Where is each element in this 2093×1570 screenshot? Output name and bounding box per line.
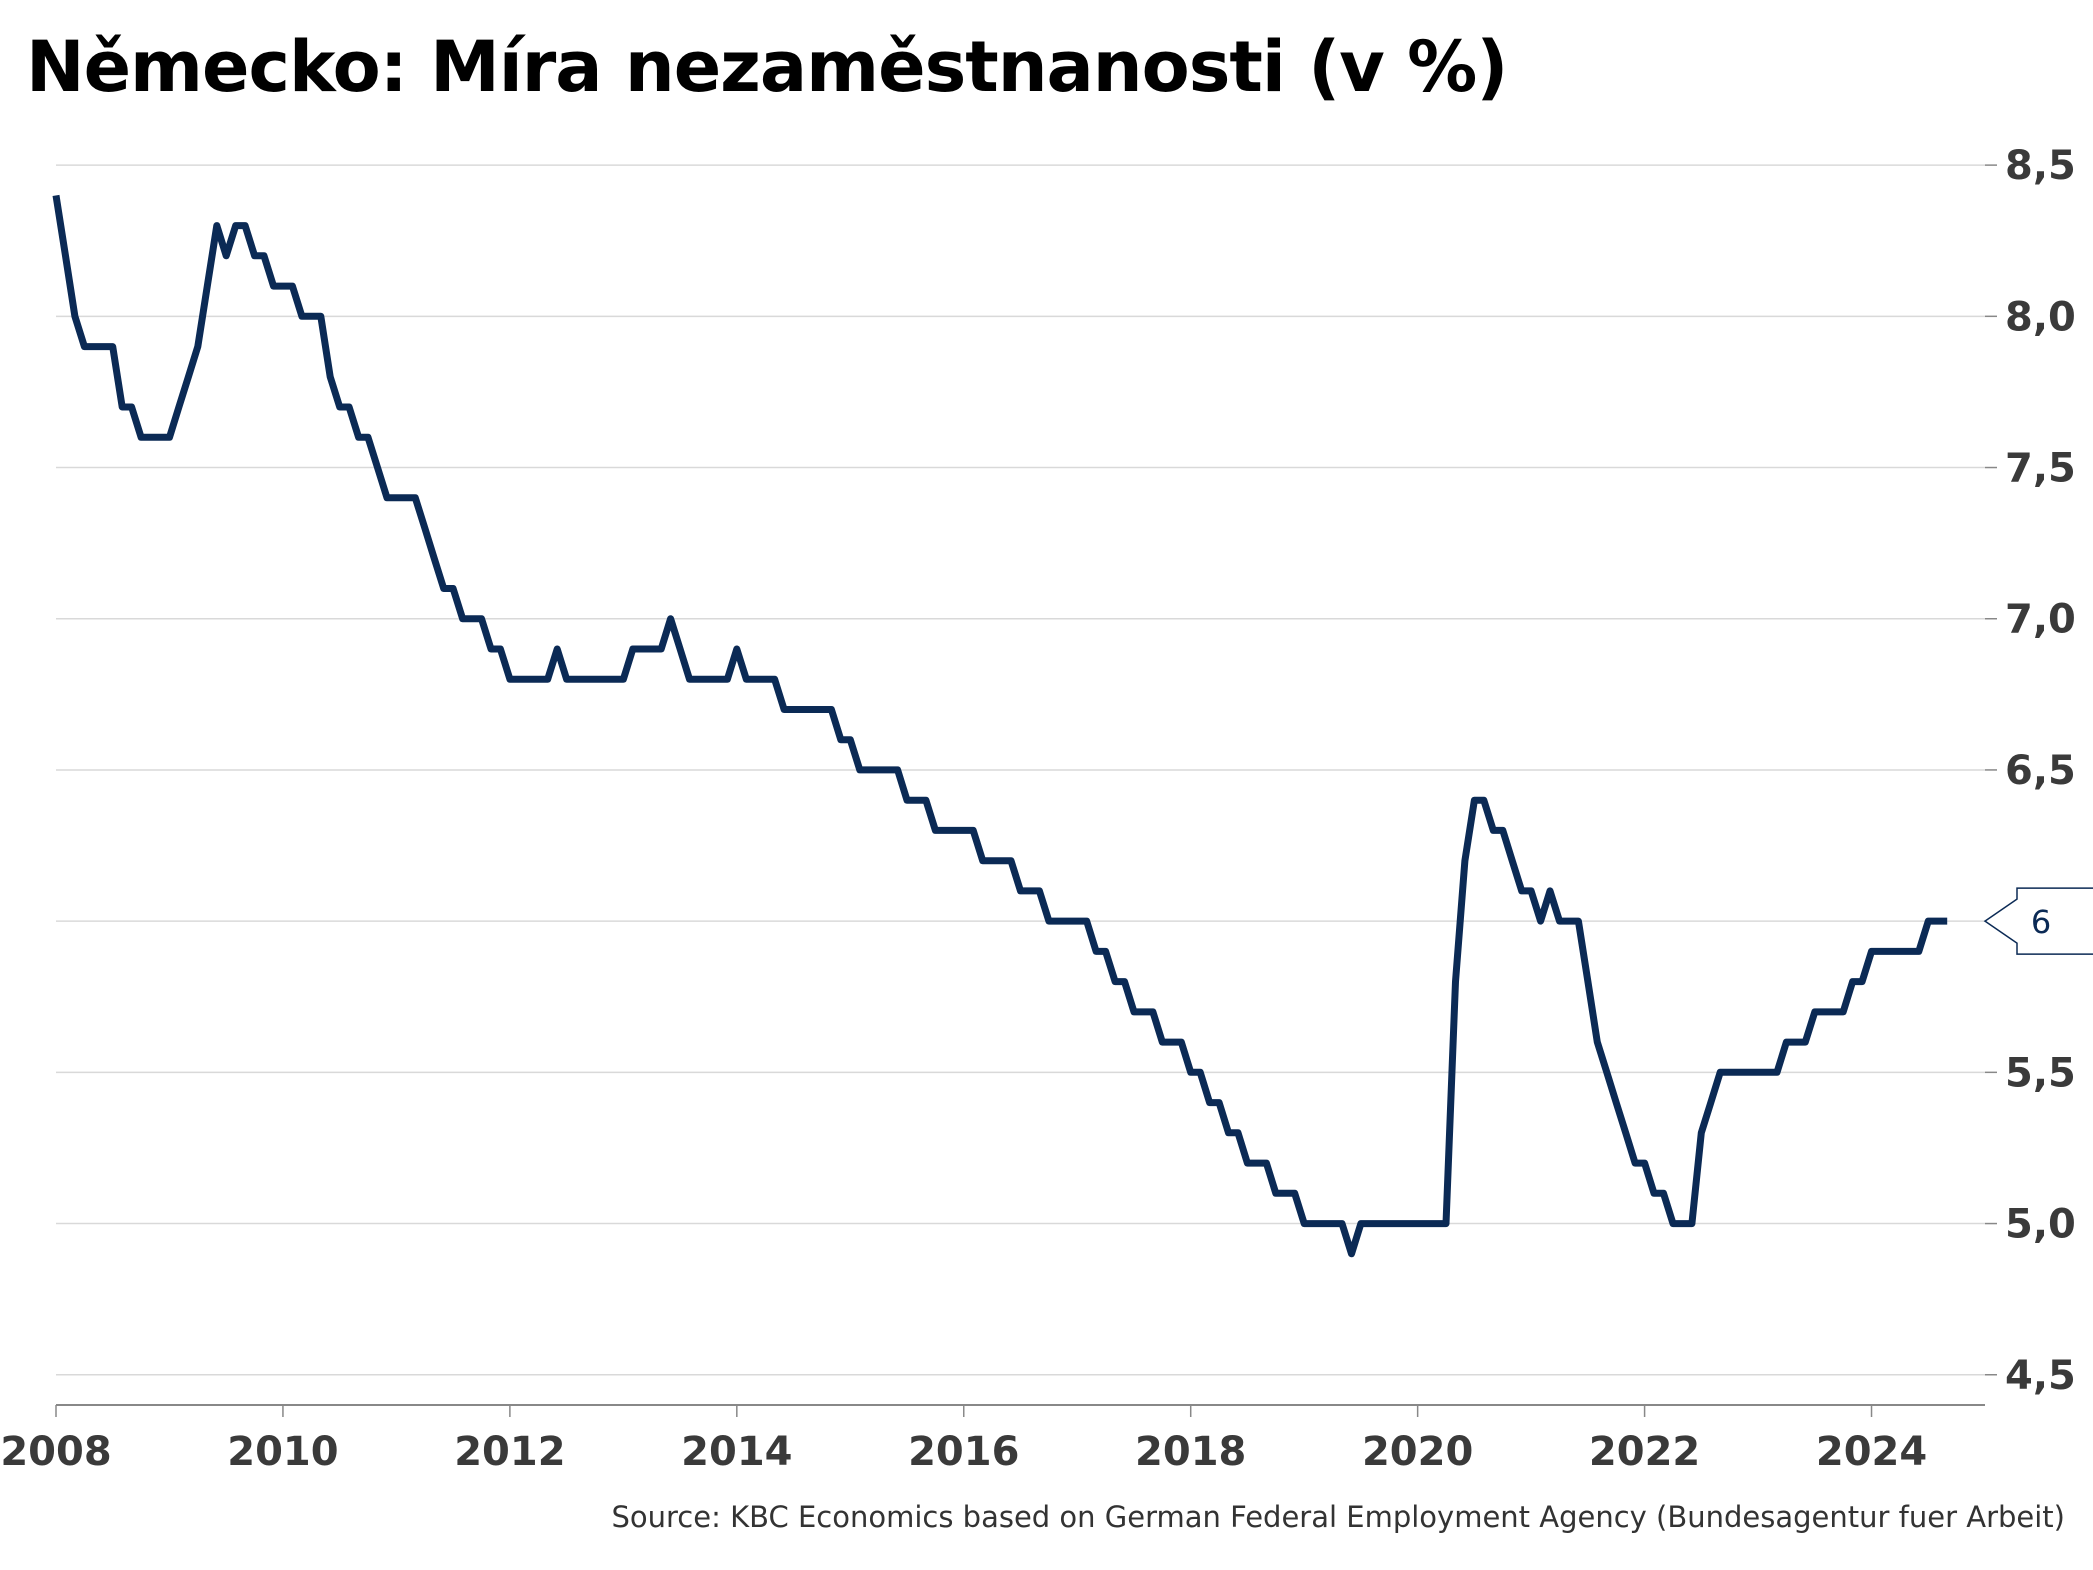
x-tick-label: 2024 (1816, 1429, 1927, 1475)
y-tick-label: 5,0 (2005, 1202, 2076, 1248)
x-tick-label: 2014 (681, 1429, 792, 1475)
series-line (52, 194, 1948, 1258)
y-tick-label: 8,0 (2005, 294, 2076, 340)
gridlines (56, 164, 1985, 1376)
x-tick-label: 2012 (454, 1429, 565, 1475)
last-value-callout: 6 (1983, 887, 2093, 955)
last-value-label: 6 (2031, 903, 2051, 941)
x-tick-label: 2022 (1589, 1429, 1700, 1475)
y-tick-label: 4,5 (2005, 1353, 2076, 1399)
x-tick-label: 2016 (908, 1429, 1019, 1475)
chart-title: Německo: Míra nezaměstnanosti (v %) (26, 26, 1508, 108)
x-tick-label: 2010 (227, 1429, 338, 1475)
y-tick-label: 7,0 (2005, 597, 2076, 643)
y-axis: 4,55,05,56,06,57,07,58,08,5 (1985, 143, 2076, 1399)
y-tick-label: 6,5 (2005, 748, 2076, 794)
x-axis-ticks: 2008 2010 2012 2014 2016 2018 2020 2022 2024 (0, 1405, 1927, 1475)
x-tick-label: 2008 (0, 1429, 111, 1475)
series (52, 194, 1948, 1258)
y-tick-label: 7,5 (2005, 446, 2076, 492)
y-tick-label: 5,5 (2005, 1050, 2076, 1096)
x-tick-label: 2020 (1362, 1429, 1473, 1475)
last-value-box (1983, 887, 2093, 955)
source-note: Source: KBC Economics based on German Fe… (611, 1500, 2065, 1534)
y-tick-label: 8,5 (2005, 143, 2076, 189)
x-tick-label: 2018 (1135, 1429, 1246, 1475)
